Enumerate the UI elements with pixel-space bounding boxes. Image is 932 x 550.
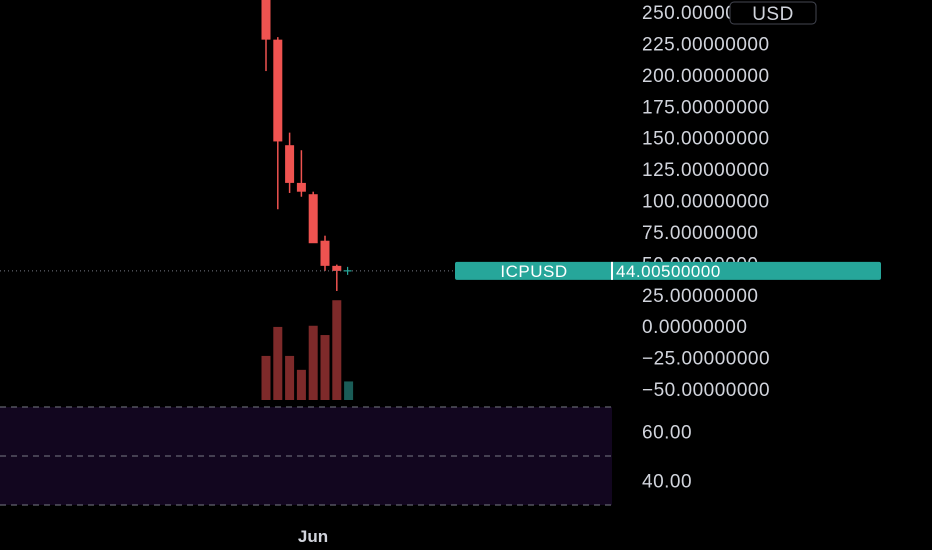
y-tick-label: 100.00000000 bbox=[642, 192, 770, 213]
candle-body bbox=[332, 265, 342, 271]
candle-body bbox=[285, 145, 295, 183]
indicator-tick-label: 60.00 bbox=[642, 423, 692, 444]
y-tick-label: 150.00000000 bbox=[642, 129, 770, 150]
symbol-label: ICPUSD bbox=[500, 262, 567, 281]
crosshair-plus-icon bbox=[343, 266, 352, 275]
last-price-tag[interactable]: ICPUSD 44.00500000 bbox=[455, 261, 881, 281]
y-tick-label: 200.00000000 bbox=[642, 66, 770, 87]
currency-label: USD bbox=[752, 4, 794, 25]
volume-bar bbox=[261, 355, 271, 400]
volume-bar bbox=[285, 355, 295, 400]
y-tick-label: 225.00000000 bbox=[642, 34, 770, 55]
volume-bar bbox=[273, 326, 283, 400]
volume-bar bbox=[344, 381, 354, 400]
candle-body bbox=[296, 182, 306, 192]
x-tick-label: Jun bbox=[298, 527, 328, 546]
y-tick-label: −50.00000000 bbox=[642, 380, 770, 401]
candle-body bbox=[308, 194, 318, 244]
y-tick-label: 175.00000000 bbox=[642, 97, 770, 118]
time-axis[interactable]: Jun bbox=[298, 527, 328, 546]
indicator-pane[interactable] bbox=[0, 406, 612, 506]
indicator-axis: 60.00 40.00 bbox=[642, 423, 692, 493]
candle-body bbox=[320, 240, 330, 266]
volume-bar bbox=[308, 325, 318, 400]
price-axis[interactable]: 250.00000000225.00000000200.00000000175.… bbox=[642, 3, 770, 401]
volume-bar bbox=[320, 335, 330, 400]
y-tick-label: 0.00000000 bbox=[642, 317, 747, 338]
candles-layer bbox=[261, 0, 342, 291]
last-price-label: 44.00500000 bbox=[616, 262, 721, 281]
candle-body bbox=[273, 39, 283, 142]
currency-badge[interactable]: USD bbox=[729, 1, 817, 25]
volume-bar bbox=[332, 300, 342, 400]
y-tick-label: 25.00000000 bbox=[642, 286, 758, 307]
candle-body bbox=[261, 0, 271, 40]
indicator-tick-label: 40.00 bbox=[642, 472, 692, 493]
y-tick-label: −25.00000000 bbox=[642, 349, 770, 370]
y-tick-label: 125.00000000 bbox=[642, 160, 770, 181]
y-tick-label: 75.00000000 bbox=[642, 223, 758, 244]
volume-layer bbox=[261, 300, 354, 400]
volume-bar bbox=[296, 369, 306, 400]
